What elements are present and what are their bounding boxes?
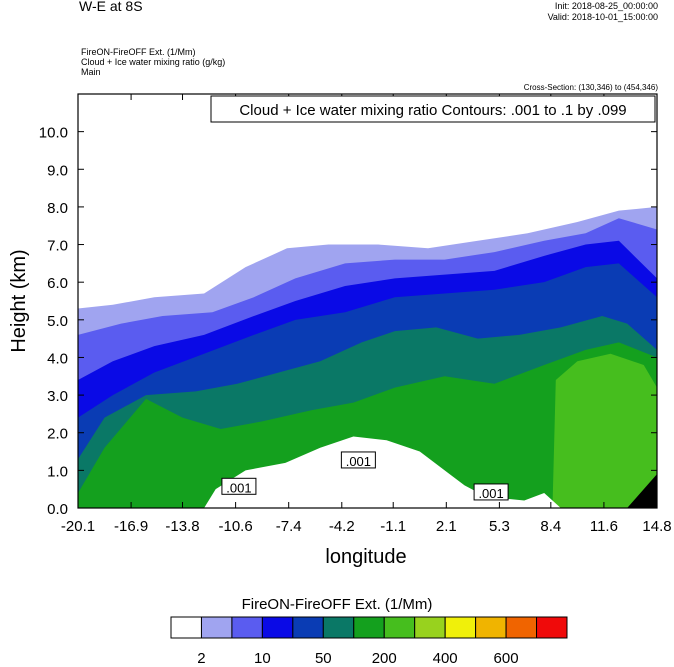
subtitle-domain: Main: [81, 67, 101, 77]
contour-label-box: [473, 483, 509, 501]
terrain: [627, 474, 657, 508]
ext-level-6: [552, 353, 657, 508]
colorbar-swatch: [505, 616, 538, 639]
colorbar-swatch: [444, 616, 477, 639]
contour-label: .001: [226, 480, 251, 495]
y-tick-label: 8.0: [47, 200, 68, 217]
colorbar-swatch: [231, 616, 263, 639]
colorbar-label: 600: [493, 650, 519, 667]
x-tick-label: -20.1: [61, 518, 95, 535]
colorbar-label: 400: [432, 650, 458, 667]
x-tick-label: 5.3: [489, 518, 510, 535]
y-tick-label: 4.0: [47, 350, 68, 367]
colorbar-swatch: [170, 616, 202, 639]
cross-section-label: Cross-Section: (130,346) to (454,346): [523, 83, 658, 92]
contour-label: .001: [346, 454, 371, 469]
subtitle-contour: Cloud + Ice water mixing ratio (g/kg): [81, 57, 226, 67]
chart-title: W-E at 8S: [79, 0, 143, 14]
x-tick-label: 14.8: [642, 518, 671, 535]
colorbar: [170, 616, 568, 639]
y-tick-label: 9.0: [47, 162, 68, 179]
colorbar-swatch: [353, 616, 385, 639]
valid-time: Valid: 2018-10-01_15:00:00: [547, 12, 658, 22]
contour-annotation: Cloud + Ice water mixing ratio Contours:…: [210, 95, 656, 123]
y-axis: 0.0 1.0 2.0 3.0 4.0 5.0 6.0 7.0 8.0 9.0 10.0: [39, 125, 657, 518]
colorbar-swatch: [536, 616, 568, 639]
colorbar-label: 50: [314, 650, 332, 667]
init-time: Init: 2018-08-25_00:00:00: [554, 1, 658, 11]
x-axis: -20.1 -16.9 -13.8 -10.6 -7.4 -4.2 -1.1 2.1 5.3 8.…: [61, 94, 672, 535]
colorbar-swatch: [292, 616, 324, 639]
x-tick-label: -10.6: [219, 518, 253, 535]
contour-label-box: [340, 451, 376, 469]
x-tick-label: 2.1: [436, 518, 457, 535]
x-axis-label: longitude: [325, 546, 406, 568]
colorbar-swatch: [200, 616, 233, 639]
extinction-field: [78, 94, 657, 508]
y-tick-label: 5.0: [47, 313, 68, 330]
contour-annotation-text: Cloud + Ice water mixing ratio Contours:…: [239, 102, 626, 119]
x-tick-label: 11.6: [590, 518, 618, 535]
y-tick-label: 1.0: [47, 463, 68, 480]
y-tick-label: 7.0: [47, 238, 68, 255]
contour-label: .001: [478, 486, 503, 501]
ext-level-5: [78, 342, 657, 508]
colorbar-swatch: [261, 616, 294, 639]
y-tick-label: 6.0: [47, 275, 68, 292]
plot-frame: [77, 93, 658, 509]
y-axis-label: Height (km): [8, 249, 30, 352]
x-tick-label: -16.9: [114, 518, 148, 535]
y-tick-label: 2.0: [47, 426, 68, 443]
x-tick-label: -13.8: [165, 518, 199, 535]
x-tick-label: -7.4: [276, 518, 302, 535]
x-tick-label: -4.2: [329, 518, 355, 535]
colorbar-label: 2: [197, 650, 206, 667]
contour-labels: .001 .001 .001: [221, 451, 509, 501]
subtitle-ext: FireON-FireOFF Ext. (1/Mm): [81, 47, 196, 57]
colorbar-swatch: [414, 616, 446, 639]
y-tick-label: 10.0: [39, 125, 68, 142]
x-tick-label: 8.4: [540, 518, 561, 535]
x-tick-label: -1.1: [380, 518, 406, 535]
colorbar-title: FireON-FireOFF Ext. (1/Mm): [241, 596, 433, 613]
colorbar-swatch: [475, 616, 507, 639]
colorbar-swatch: [322, 616, 355, 639]
contour-label-box: [221, 477, 257, 495]
ext-clear-region: [204, 436, 561, 508]
colorbar-label: 10: [254, 650, 271, 667]
colorbar-label: 200: [371, 650, 397, 667]
y-tick-label: 3.0: [47, 388, 68, 405]
colorbar-swatch: [383, 616, 416, 639]
y-tick-label: 0.0: [47, 501, 68, 518]
